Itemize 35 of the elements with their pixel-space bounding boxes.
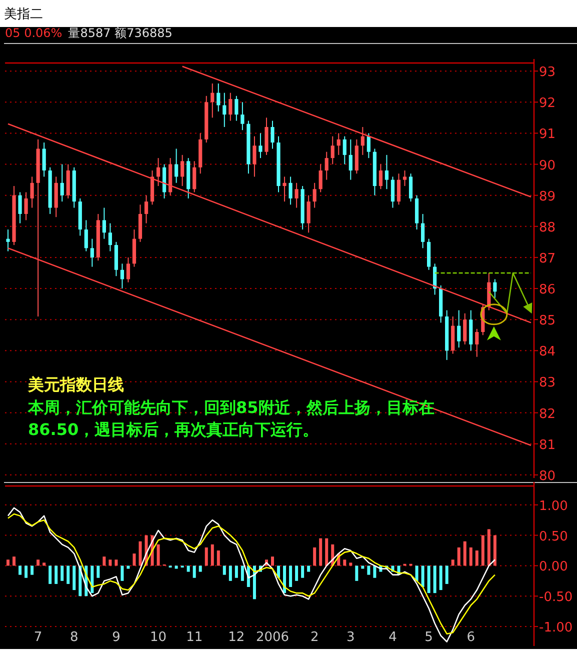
y-tick-label: 80 — [539, 468, 556, 484]
y-tick-label: 0.50 — [539, 529, 568, 544]
y-tick-label: 84 — [539, 344, 556, 360]
x-tick-label: 2 — [310, 630, 319, 645]
x-tick-label: 7 — [34, 630, 42, 645]
x-tick-label: 9 — [112, 630, 120, 645]
text: 量8587 额736885 — [68, 26, 172, 40]
y-tick-label: 85 — [539, 314, 556, 329]
y-tick-label: 91 — [539, 127, 556, 142]
y-tick-label: 92 — [539, 96, 556, 112]
y-tick-label: 87 — [539, 251, 556, 266]
y-tick-label: 0.00 — [539, 560, 568, 575]
y-tick-label: 89 — [539, 189, 556, 204]
y-tick-label: 1.00 — [539, 498, 568, 514]
y-tick-label: 83 — [539, 376, 556, 391]
y-tick-label: 81 — [539, 438, 556, 453]
x-tick-label: 8 — [70, 630, 78, 645]
x-tick-label: 3 — [346, 630, 355, 645]
x-tick-label: 11 — [186, 630, 203, 645]
y-tick-label: 90 — [539, 158, 556, 174]
y-tick-label: -1.00 — [539, 620, 573, 636]
x-tick-label: 10 — [150, 630, 167, 645]
y-tick-label: 82 — [539, 406, 556, 422]
y-tick-label: -0.50 — [539, 590, 573, 606]
x-tick-label: 12 — [228, 630, 245, 645]
y-tick-label: 88 — [539, 220, 556, 236]
chart-title: 美指二 — [4, 6, 43, 22]
x-tick-label: 4 — [388, 630, 397, 645]
text: 05 0.06% — [5, 26, 62, 40]
x-tick-label: 2006 — [256, 630, 290, 645]
y-tick-label: 93 — [539, 65, 556, 80]
y-tick-label: 86 — [539, 282, 556, 298]
x-tick-label: 5 — [424, 630, 433, 645]
x-tick-label: 6 — [466, 630, 476, 645]
annotation: 美元指数日线 — [27, 375, 124, 394]
